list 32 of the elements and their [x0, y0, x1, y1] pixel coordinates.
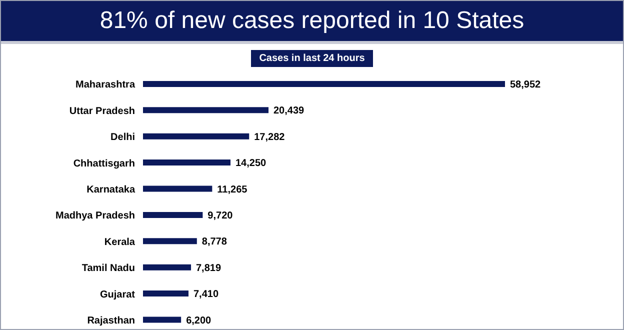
y-tick-label: Chhattisgarh [73, 158, 135, 170]
bar [143, 160, 231, 166]
y-tick-label: Tamil Nadu [82, 263, 135, 274]
chart-subtitle: Cases in last 24 hours [251, 50, 373, 67]
bar [143, 133, 250, 140]
data-label: 8,778 [202, 236, 228, 248]
bar [143, 186, 212, 192]
data-label: 9,720 [208, 210, 234, 222]
y-tick-label: Karnataka [86, 184, 136, 196]
data-label: 11,265 [217, 184, 248, 196]
bar [143, 80, 505, 87]
y-tick-label: Rajasthan [87, 315, 135, 326]
bar [143, 107, 269, 114]
data-label: 17,282 [254, 132, 286, 143]
chart-title: 81% of new cases reported in 10 States [1, 1, 623, 44]
bar [143, 238, 197, 244]
y-tick-label: Madhya Pradesh [56, 210, 135, 222]
data-label: 7,410 [194, 289, 219, 300]
y-tick-label: Gujarat [100, 289, 136, 300]
y-tick-label: Uttar Pradesh [69, 106, 135, 117]
y-tick-label: Delhi [110, 132, 136, 144]
data-label: 14,250 [236, 158, 267, 170]
y-tick-label: Kerala [104, 236, 136, 248]
data-label: 6,200 [186, 315, 212, 326]
data-label: 7,819 [196, 262, 222, 274]
bar [143, 290, 188, 297]
bar [143, 264, 192, 270]
y-tick-label: Maharashtra [76, 80, 136, 91]
bar [143, 316, 182, 323]
bar [143, 212, 203, 218]
data-label: 20,439 [274, 106, 305, 117]
data-label: 58,952 [510, 80, 542, 91]
